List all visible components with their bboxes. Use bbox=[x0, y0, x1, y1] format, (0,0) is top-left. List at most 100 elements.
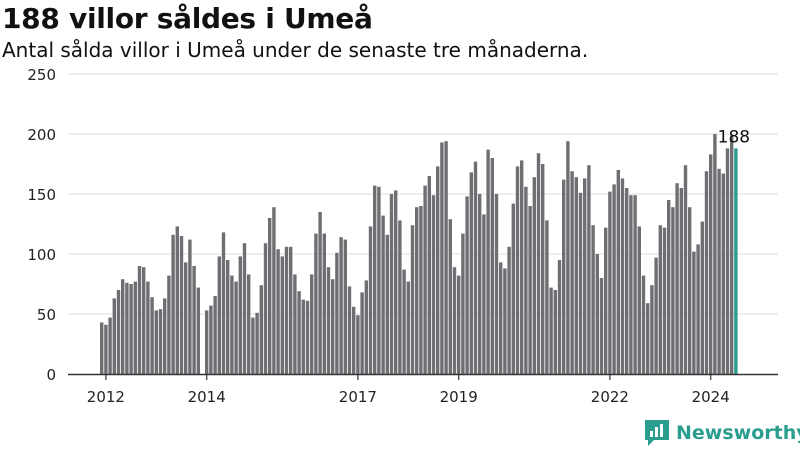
bar bbox=[188, 239, 192, 374]
bar bbox=[583, 178, 587, 374]
bar bbox=[318, 212, 322, 374]
bar bbox=[339, 237, 343, 374]
bar bbox=[179, 236, 184, 374]
bar bbox=[360, 292, 364, 374]
bar bbox=[305, 300, 310, 374]
bar bbox=[154, 310, 158, 374]
bar bbox=[213, 296, 217, 374]
bar bbox=[301, 299, 305, 374]
bar bbox=[310, 274, 314, 374]
x-tick-label: 2019 bbox=[440, 388, 478, 406]
bar bbox=[667, 200, 671, 374]
bar bbox=[238, 256, 242, 374]
bar bbox=[570, 171, 574, 374]
bar bbox=[646, 303, 650, 374]
bar bbox=[427, 176, 431, 374]
bar bbox=[717, 168, 721, 374]
bar bbox=[465, 196, 469, 374]
chart-title: 188 villor såldes i Umeå bbox=[2, 2, 373, 35]
y-tick-label: 0 bbox=[46, 366, 56, 384]
bar bbox=[553, 290, 557, 374]
bar bbox=[263, 243, 268, 374]
bar bbox=[721, 173, 725, 374]
bar bbox=[620, 178, 625, 374]
bar bbox=[356, 315, 360, 374]
bar bbox=[268, 218, 272, 374]
bar bbox=[713, 134, 717, 374]
bar bbox=[284, 246, 289, 374]
bar bbox=[406, 281, 410, 374]
bar bbox=[322, 233, 326, 374]
y-tick-label: 200 bbox=[27, 126, 56, 144]
bar bbox=[234, 281, 238, 374]
bar bbox=[524, 186, 528, 374]
bar bbox=[251, 317, 255, 374]
bar bbox=[242, 243, 247, 374]
y-tick-label: 250 bbox=[27, 66, 56, 84]
bar bbox=[205, 310, 209, 374]
bar bbox=[431, 195, 436, 374]
bar bbox=[116, 290, 121, 374]
bar bbox=[507, 246, 511, 374]
brand-name: Newsworthy bbox=[676, 422, 800, 444]
bar bbox=[259, 285, 263, 374]
bar bbox=[700, 221, 704, 374]
bar bbox=[520, 160, 524, 374]
x-tick-label: 2014 bbox=[188, 388, 226, 406]
bar bbox=[683, 165, 688, 374]
bar-latest bbox=[734, 148, 738, 374]
bar bbox=[112, 298, 116, 374]
bar bbox=[398, 220, 402, 374]
bar bbox=[595, 254, 599, 374]
bar bbox=[536, 153, 541, 374]
bar bbox=[293, 274, 297, 374]
bar bbox=[679, 188, 683, 374]
bar bbox=[184, 262, 188, 374]
bar bbox=[158, 309, 163, 374]
bar bbox=[347, 286, 352, 374]
bar bbox=[662, 227, 667, 374]
bar bbox=[658, 225, 662, 374]
bar bbox=[608, 191, 612, 374]
bar bbox=[133, 281, 137, 374]
bar bbox=[499, 262, 503, 374]
bar bbox=[637, 226, 641, 374]
bar bbox=[511, 203, 515, 374]
bar bbox=[562, 179, 566, 374]
y-tick-label: 100 bbox=[27, 246, 56, 264]
bar bbox=[486, 149, 490, 374]
bar bbox=[209, 305, 213, 374]
bar bbox=[314, 233, 318, 374]
bar bbox=[557, 260, 562, 374]
bar bbox=[289, 246, 293, 374]
bar bbox=[146, 281, 150, 374]
bar bbox=[121, 279, 125, 374]
bar bbox=[196, 287, 200, 374]
bar bbox=[368, 226, 373, 374]
bar bbox=[709, 154, 713, 374]
bar bbox=[415, 207, 419, 374]
bar bbox=[528, 206, 532, 374]
y-tick-label: 150 bbox=[27, 186, 56, 204]
bar bbox=[419, 206, 423, 374]
bar bbox=[402, 269, 406, 374]
bar bbox=[625, 188, 629, 374]
bar bbox=[494, 194, 499, 374]
bar bbox=[171, 234, 175, 374]
bar bbox=[343, 239, 347, 374]
bar bbox=[276, 249, 280, 374]
bar bbox=[255, 312, 259, 374]
bar bbox=[436, 166, 440, 374]
bar bbox=[478, 194, 482, 374]
bar bbox=[381, 215, 385, 374]
bar bbox=[452, 267, 457, 374]
bar bbox=[104, 324, 108, 374]
bar bbox=[247, 274, 251, 374]
bar bbox=[457, 275, 461, 374]
bar bbox=[675, 183, 679, 374]
bar bbox=[331, 279, 335, 374]
bar bbox=[633, 195, 637, 374]
bar bbox=[650, 285, 654, 374]
x-tick-label: 2012 bbox=[87, 388, 125, 406]
